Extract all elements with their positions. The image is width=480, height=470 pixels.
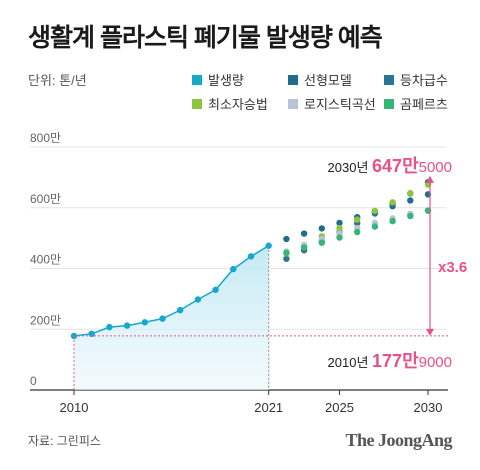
point-최소자승법 bbox=[371, 207, 379, 214]
annotation-year: 2010년 bbox=[328, 355, 373, 370]
growth-ratio-label: x3.6 bbox=[438, 259, 467, 276]
legend-item-generation: 발생량 bbox=[192, 70, 244, 89]
annotation-value-main: 647만 bbox=[372, 156, 419, 176]
y-tick-label: 0 bbox=[30, 374, 37, 388]
point-generation bbox=[194, 296, 202, 303]
legend-label: 최소자승법 bbox=[208, 97, 268, 112]
point-곰페르츠 bbox=[389, 217, 396, 225]
point-generation bbox=[88, 330, 95, 338]
point-곰페르츠 bbox=[318, 239, 325, 246]
x-tick-label: 2025 bbox=[325, 400, 354, 415]
point-generation bbox=[247, 253, 255, 260]
annotation-year: 2030년 bbox=[328, 160, 373, 175]
point-최소자승법 bbox=[389, 199, 396, 206]
legend-label: 발생량 bbox=[208, 73, 244, 88]
legend-label: 곰페르츠 bbox=[400, 97, 448, 112]
legend-item-linear-model: 선형모델 bbox=[288, 70, 352, 89]
point-곰페르츠 bbox=[336, 234, 343, 241]
annotation-2010: 2010년 177만9000 bbox=[328, 351, 452, 371]
point-등차급수 bbox=[283, 255, 290, 262]
y-tick-label: 800만 bbox=[30, 131, 61, 145]
legend-swatch bbox=[384, 74, 394, 85]
point-곰페르츠 bbox=[283, 249, 290, 256]
y-tick-label: 200만 bbox=[30, 313, 61, 327]
legend-item-gompertz: 곰페르츠 bbox=[384, 94, 448, 113]
legend-swatch bbox=[384, 98, 394, 109]
point-곰페르츠 bbox=[407, 212, 414, 220]
point-generation bbox=[212, 286, 219, 293]
area-generation bbox=[74, 245, 269, 390]
legend-label: 등차급수 bbox=[400, 73, 448, 88]
point-곰페르츠 bbox=[371, 223, 379, 230]
growth-arrow-head-bottom bbox=[426, 328, 434, 336]
point-곰페르츠 bbox=[300, 244, 308, 251]
x-tick-label: 2021 bbox=[254, 400, 283, 415]
legend-swatch bbox=[192, 98, 202, 109]
legend-swatch bbox=[192, 74, 202, 85]
unit-label: 단위: 톤/년 bbox=[28, 73, 87, 88]
point-선형모델 bbox=[318, 225, 325, 232]
legend-swatch bbox=[288, 74, 298, 85]
legend-item-logistic-curve: 로지스틱곡선 bbox=[288, 94, 376, 113]
point-선형모델 bbox=[336, 219, 343, 227]
point-generation bbox=[141, 319, 148, 326]
legend-label: 선형모델 bbox=[304, 73, 352, 88]
point-최소자승법 bbox=[336, 224, 343, 232]
growth-arrow-head-top bbox=[426, 175, 434, 183]
point-최소자승법 bbox=[407, 189, 414, 197]
annotation-2030: 2030년 647만5000 bbox=[328, 156, 452, 176]
x-tick-label: 2030 bbox=[414, 400, 443, 415]
point-선형모델 bbox=[300, 230, 308, 237]
point-generation bbox=[230, 265, 237, 273]
legend-swatch bbox=[288, 98, 298, 109]
point-generation bbox=[106, 323, 113, 331]
point-최소자승법 bbox=[354, 216, 361, 223]
point-generation bbox=[123, 322, 131, 329]
source-label: 자료: 그린피스 bbox=[28, 434, 101, 448]
point-generation bbox=[177, 306, 184, 314]
legend-item-least-squares: 최소자승법 bbox=[192, 94, 268, 113]
point-곰페르츠 bbox=[354, 228, 361, 236]
annotation-value-rest: 5000 bbox=[419, 159, 452, 176]
annotation-value-main: 177만 bbox=[372, 351, 419, 371]
legend-label: 로지스틱곡선 bbox=[304, 97, 376, 112]
point-generation bbox=[159, 315, 166, 322]
point-선형모델 bbox=[407, 197, 414, 204]
x-tick-label: 2010 bbox=[60, 400, 89, 415]
annotation-value-rest: 9000 bbox=[419, 354, 452, 371]
chart-title: 생활계 플라스틱 폐기물 발생량 예측 bbox=[28, 24, 383, 52]
legend-item-arithmetic-series: 등차급수 bbox=[384, 70, 448, 89]
y-tick-label: 400만 bbox=[30, 253, 61, 267]
y-tick-label: 600만 bbox=[30, 192, 61, 206]
point-선형모델 bbox=[283, 235, 290, 243]
brand-logo: The JoongAng bbox=[345, 430, 452, 450]
